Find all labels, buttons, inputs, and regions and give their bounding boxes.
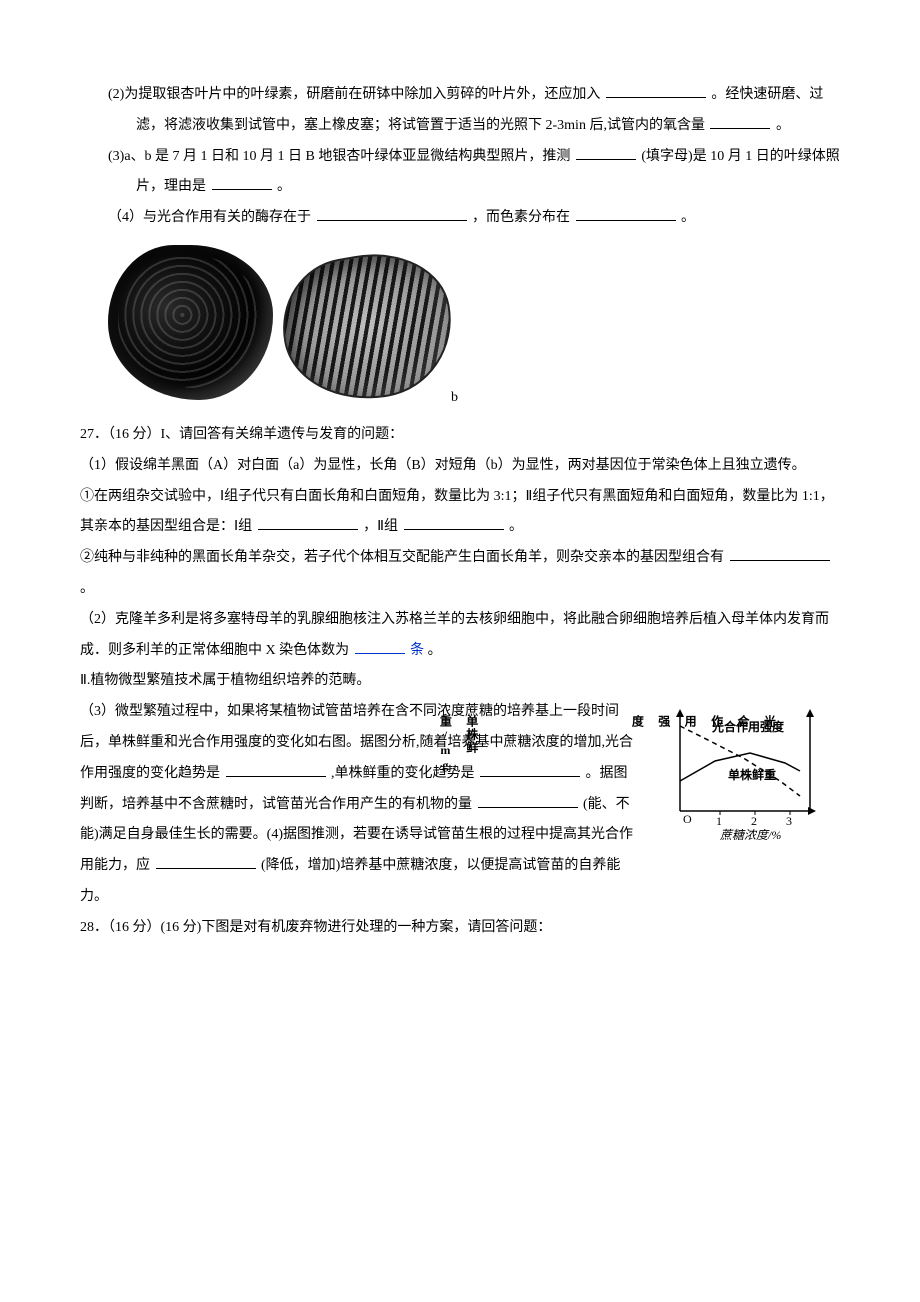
origin-label: O <box>683 812 692 826</box>
q28-header: 28．（16 分）(16 分)下图是对有机废弃物进行处理的一种方案，请回答问题： <box>80 913 840 944</box>
q27-pii: Ⅱ.植物微型繁殖技术属于植物组织培养的范畴。 <box>80 666 840 697</box>
q2-4-prefix: （4）与光合作用有关的酶存在于 <box>108 210 311 225</box>
q2-4-mid: ，而色素分布在 <box>472 210 570 225</box>
q2-2-prefix: (2)为提取银杏叶片中的叶绿素，研磨前在研钵中除加入剪碎的叶片外，还应加入 <box>108 87 600 102</box>
blank <box>480 762 580 777</box>
q27-p2-link: 条 <box>410 643 424 658</box>
q27-p1: （1）假设绵羊黑面（A）对白面（a）为显性，长角（B）对短角（b）为显性，两对基… <box>80 451 840 482</box>
legend-solid: 单株鲜重 <box>728 767 776 782</box>
q27-p3-wrap: O 1 2 3 蔗糖浓度/% 光合作用强度 单株鲜重 单株鲜重/mg 光合作用强… <box>80 697 840 913</box>
q2-part3: (3)a、b 是 7 月 1 日和 10 月 1 日 B 地银杏叶绿体亚显微结构… <box>80 142 840 204</box>
q27-header: 27．（16 分）I、请回答有关绵羊遗传与发育的问题： <box>80 420 840 451</box>
blank <box>730 546 830 561</box>
q2-part4: （4）与光合作用有关的酶存在于 ，而色素分布在 。 <box>80 203 840 234</box>
micrograph-figure: b <box>108 240 840 410</box>
q27-p2-suffix: 。 <box>428 643 442 658</box>
q2-2-suffix: 。 <box>776 118 790 133</box>
blank <box>258 515 358 530</box>
q2-3-prefix: (3)a、b 是 7 月 1 日和 10 月 1 日 B 地银杏叶绿体亚显微结构… <box>108 149 570 164</box>
blank <box>606 83 706 98</box>
q27-p2: （2）克隆羊多利是将多塞特母羊的乳腺细胞核注入苏格兰羊的去核卵细胞中，将此融合卵… <box>80 605 840 667</box>
q27-p1a-mid: ，Ⅱ组 <box>363 519 401 534</box>
micrograph-b <box>272 241 463 412</box>
q2-3-suffix: 。 <box>277 179 291 194</box>
q27-p1a: ①在两组杂交试验中，Ⅰ组子代只有白面长角和白面短角，数量比为 3:1；Ⅱ组子代只… <box>80 482 840 544</box>
arrow-right <box>808 807 816 815</box>
blank-blue <box>355 639 405 654</box>
blank <box>404 515 504 530</box>
micrograph-container: b <box>108 240 448 410</box>
blank <box>576 145 636 160</box>
q27-p2-prefix: （2）克隆羊多利是将多塞特母羊的乳腺细胞核注入苏格兰羊的去核卵细胞中，将此融合卵… <box>80 612 829 658</box>
q2-4-suffix: 。 <box>681 210 695 225</box>
blank <box>212 175 272 190</box>
blank <box>576 206 676 221</box>
q27-p1a-suffix: 。 <box>509 519 523 534</box>
blank <box>317 206 467 221</box>
x-axis-label: 蔗糖浓度/% <box>720 828 781 842</box>
blank <box>156 854 256 869</box>
line-photosynthesis <box>680 726 800 796</box>
micrograph-a <box>108 245 273 400</box>
xtick-2: 2 <box>751 814 757 828</box>
y-left-label: 单株鲜重/mg <box>432 715 485 773</box>
q2-part2: (2)为提取银杏叶片中的叶绿素，研磨前在研钵中除加入剪碎的叶片外，还应加入 。经… <box>80 80 840 142</box>
q27-p1b-prefix: ②纯种与非纯种的黑面长角羊杂交，若子代个体相互交配能产生白面长角羊，则杂交亲本的… <box>80 550 724 565</box>
q27-p1b-suffix: 。 <box>80 581 94 596</box>
blank <box>478 793 578 808</box>
y-right-label: 光合作用强度 <box>624 715 782 728</box>
xtick-3: 3 <box>786 814 792 828</box>
q27-p1b: ②纯种与非纯种的黑面长角羊杂交，若子代个体相互交配能产生白面长角羊，则杂交亲本的… <box>80 543 840 605</box>
blank <box>226 762 326 777</box>
blank <box>710 114 770 129</box>
micrograph-b-label: b <box>451 383 458 414</box>
arrow-up-right <box>806 709 814 717</box>
xtick-1: 1 <box>716 814 722 828</box>
